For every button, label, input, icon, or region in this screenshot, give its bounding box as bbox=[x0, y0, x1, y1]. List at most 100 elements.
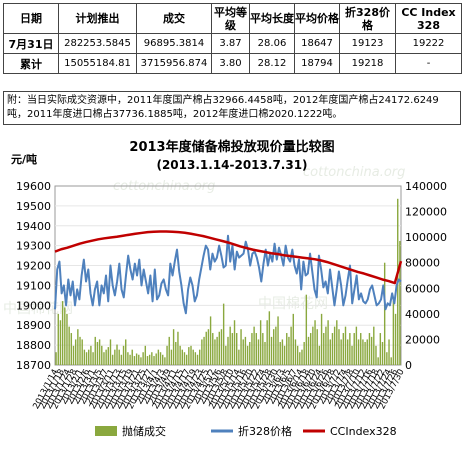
bar bbox=[188, 347, 190, 365]
table-cell: 19123 bbox=[339, 33, 396, 54]
bar bbox=[135, 353, 138, 365]
y-tick-label-right: 80000 bbox=[405, 257, 440, 270]
bar bbox=[331, 333, 334, 365]
bar bbox=[360, 333, 362, 365]
y-tick-label-left: 19000 bbox=[16, 299, 51, 312]
bar bbox=[57, 313, 59, 365]
bar bbox=[151, 352, 153, 365]
bar bbox=[399, 240, 401, 365]
bar bbox=[146, 356, 149, 365]
bar bbox=[275, 326, 277, 365]
bar bbox=[323, 333, 325, 365]
bar bbox=[327, 320, 329, 365]
bar bbox=[196, 354, 199, 365]
bar bbox=[240, 329, 242, 365]
bar bbox=[168, 336, 170, 365]
bar bbox=[55, 352, 57, 365]
bar bbox=[159, 352, 162, 365]
bar bbox=[231, 333, 234, 365]
legend-label: 折328价格 bbox=[238, 424, 292, 438]
bar bbox=[233, 320, 236, 365]
header-cell: 平均等级 bbox=[211, 3, 250, 34]
y-tick-label-left: 19200 bbox=[16, 260, 51, 273]
bar bbox=[351, 345, 353, 365]
bar bbox=[307, 336, 310, 365]
bar bbox=[244, 336, 247, 365]
bar bbox=[140, 357, 142, 365]
table-cell: 19218 bbox=[339, 53, 396, 74]
bar bbox=[381, 341, 384, 365]
bar bbox=[220, 329, 223, 365]
bar bbox=[355, 326, 358, 365]
bar bbox=[190, 345, 192, 365]
bar bbox=[336, 320, 338, 365]
bar bbox=[368, 333, 371, 365]
header-cell: 平均长度 bbox=[249, 3, 295, 34]
bar bbox=[127, 352, 129, 365]
bar bbox=[312, 326, 314, 365]
bar bbox=[249, 341, 251, 365]
bar bbox=[179, 345, 181, 365]
bar bbox=[379, 333, 382, 365]
bar bbox=[314, 320, 316, 365]
bar bbox=[205, 331, 207, 365]
bar bbox=[125, 339, 127, 365]
table-cell: 15055184.81 bbox=[58, 53, 137, 74]
bar bbox=[183, 352, 186, 365]
bar bbox=[157, 349, 160, 365]
bar bbox=[79, 336, 81, 365]
summary-table: 日期 计划推出 成交 平均等级 平均长度 平均价格 折328价格 CC Inde… bbox=[3, 3, 462, 74]
legend-label: CCIndex328 bbox=[330, 425, 397, 438]
bar bbox=[366, 339, 368, 365]
bar bbox=[277, 316, 279, 365]
bar bbox=[216, 336, 218, 365]
bar bbox=[92, 352, 94, 365]
plot-area: 18700 18800 18900 19000 19100 19200 19300 19400… bbox=[16, 180, 447, 411]
bar bbox=[185, 354, 188, 365]
bar bbox=[279, 341, 281, 365]
bar bbox=[316, 329, 318, 365]
table-cell: - bbox=[395, 53, 462, 74]
bar bbox=[318, 345, 321, 365]
legend-label: 抛储成交 bbox=[122, 424, 166, 438]
bar bbox=[246, 345, 249, 365]
bar bbox=[294, 339, 297, 365]
y-tick-label-left: 18800 bbox=[16, 339, 51, 352]
header-cell: 平均价格 bbox=[294, 3, 340, 34]
page-root: 日期 计划推出 成交 平均等级 平均长度 平均价格 折328价格 CC Inde… bbox=[3, 3, 462, 448]
bar bbox=[255, 333, 257, 365]
bar bbox=[114, 349, 116, 365]
row-label: 7月31日 bbox=[3, 33, 59, 54]
y-tick-label-right: 60000 bbox=[405, 282, 440, 295]
bar bbox=[349, 333, 351, 365]
note-text: 附：当日实际成交资源中，2011年度国产棉占32966.4458吨，2012年度… bbox=[3, 91, 461, 125]
table-cell: 18647 bbox=[294, 33, 340, 54]
bar bbox=[236, 333, 238, 365]
bar bbox=[61, 301, 64, 365]
y-tick-label-left: 18900 bbox=[16, 319, 51, 332]
table-cell: 18794 bbox=[294, 53, 340, 74]
table-cell: 28.12 bbox=[249, 53, 295, 74]
y-tick-label-left: 19300 bbox=[16, 240, 51, 253]
bar bbox=[268, 311, 271, 365]
bar bbox=[70, 333, 73, 365]
bar bbox=[85, 352, 88, 365]
bar bbox=[144, 345, 147, 365]
bar bbox=[101, 345, 103, 365]
bar bbox=[122, 345, 125, 365]
bar bbox=[131, 349, 133, 365]
y-axis-label: 元/吨 bbox=[11, 152, 37, 166]
table-cell: 96895.3814 bbox=[136, 33, 212, 54]
table-cell: 3.80 bbox=[211, 53, 250, 74]
bar bbox=[166, 345, 168, 365]
bar bbox=[251, 333, 253, 365]
table-row: 累计 15055184.81 3715956.874 3.80 28.12 18… bbox=[3, 53, 462, 74]
bar bbox=[68, 326, 70, 365]
y-tick-label-left: 19100 bbox=[16, 279, 51, 292]
bar bbox=[281, 339, 284, 365]
table-cell: 3715956.874 bbox=[136, 53, 212, 74]
legend-swatch bbox=[95, 426, 117, 436]
bar bbox=[109, 339, 112, 365]
bar bbox=[64, 307, 66, 365]
watermark: 中国棉花网 bbox=[258, 295, 328, 312]
